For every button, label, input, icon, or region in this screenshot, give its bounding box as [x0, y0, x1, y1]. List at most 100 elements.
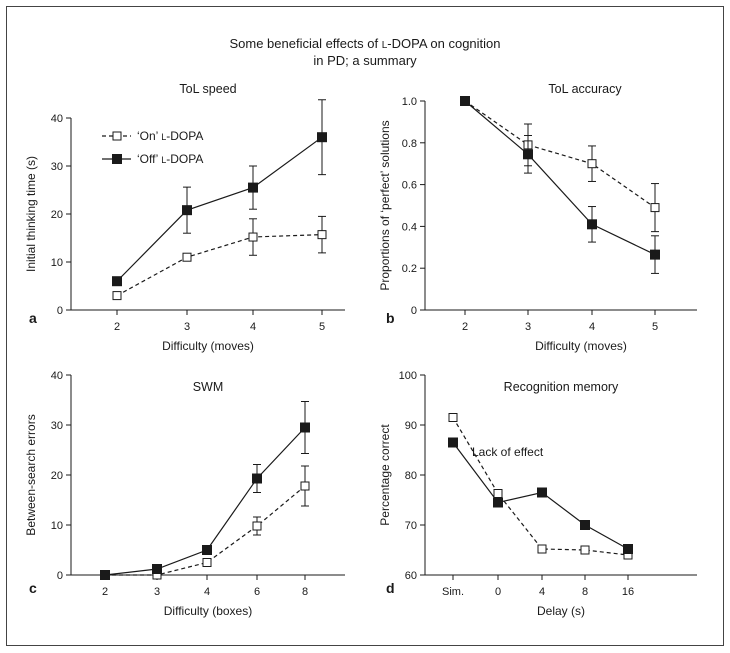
series-off: [100, 401, 310, 580]
panel-b: ToL accuracy 0 0.2 0.4 0.6 0.8 1.0 2 3 4 5 Difficul…: [378, 82, 697, 353]
series-on: [460, 96, 660, 233]
series-on: [100, 465, 310, 580]
series-line: [464, 100, 656, 209]
data-point: [537, 544, 547, 554]
x-tick-label: 4: [250, 321, 256, 333]
data-point: [300, 481, 310, 491]
y-tick-label: 60: [405, 570, 417, 582]
data-point: [300, 422, 310, 433]
x-tick-label: 16: [622, 586, 634, 598]
data-point: [152, 564, 162, 574]
x-tick-label: 2: [462, 321, 468, 333]
y-tick-label: 0: [57, 305, 63, 317]
y-tick-label: 1.0: [402, 96, 417, 108]
x-tick-label: 3: [154, 586, 160, 598]
annotation-text: Lack of effect: [472, 445, 544, 459]
series-off: [112, 99, 327, 287]
panel-letter: c: [29, 580, 37, 596]
y-tick-label: 0: [57, 570, 63, 582]
y-axis-label: Initial thinking time (s): [24, 156, 38, 272]
x-tick-label: 4: [589, 321, 595, 333]
series-off: [448, 437, 633, 554]
data-point: [448, 413, 458, 422]
panel-title: ToL accuracy: [548, 82, 622, 96]
data-point: [112, 291, 122, 301]
legend-marker: [112, 131, 122, 141]
data-point: [317, 230, 327, 240]
data-point: [112, 276, 122, 287]
data-point: [580, 545, 590, 555]
y-tick-label: 100: [399, 370, 417, 382]
y-axis-label: Percentage correct: [378, 424, 392, 526]
y-tick-label: 20: [51, 209, 63, 221]
panel-letter: b: [386, 310, 395, 326]
figure-frame: Some beneficial effects of L-DOPA on cog…: [6, 6, 724, 646]
x-axis-label: Difficulty (moves): [535, 339, 627, 353]
data-point: [448, 437, 458, 448]
panel-a: ToL speed 0 10 20 30 40 2 3 4 5 Difficulty (moves)…: [24, 82, 345, 353]
y-tick-label: 0.8: [402, 138, 417, 150]
y-axis-label: Proportions of ‘perfect’ solutions: [378, 120, 392, 290]
panel-letter: a: [29, 310, 37, 326]
figure-canvas: Some beneficial effects of L-DOPA on cog…: [24, 36, 697, 618]
legend-label: ‘Off’ L-DOPA: [137, 152, 203, 166]
data-point: [623, 544, 633, 554]
data-point: [100, 570, 110, 580]
x-tick-label: 5: [652, 321, 658, 333]
legend-label: ‘On’ L-DOPA: [137, 129, 203, 143]
panel-title: Recognition memory: [504, 380, 619, 394]
data-point: [650, 203, 660, 213]
series-on: [448, 413, 633, 560]
y-tick-label: 40: [51, 113, 63, 125]
data-point: [202, 545, 212, 555]
figure-title-line-1: Some beneficial effects of L-DOPA on cog…: [229, 36, 500, 51]
panel-d: Recognition memory 60 70 80 90 100 Sim. 0 4 8 16 De…: [378, 370, 697, 618]
y-tick-label: 30: [51, 161, 63, 173]
x-tick-label: 3: [525, 321, 531, 333]
y-tick-label: 40: [51, 370, 63, 382]
series-line: [116, 136, 323, 282]
data-point: [493, 489, 503, 498]
series-line: [116, 234, 323, 297]
data-point: [202, 558, 212, 567]
y-tick-label: 0: [411, 305, 417, 317]
data-point: [580, 520, 590, 530]
data-point: [523, 149, 533, 160]
data-point: [587, 159, 597, 169]
data-point: [587, 219, 597, 230]
legend: ‘On’ L-DOPA ‘Off’ L-DOPA: [102, 129, 203, 166]
x-tick-label: 6: [254, 586, 260, 598]
series-line: [452, 417, 629, 556]
x-tick-label: 4: [539, 586, 545, 598]
y-tick-label: 0.6: [402, 180, 417, 192]
data-point: [537, 487, 547, 498]
x-tick-label: 0: [495, 586, 501, 598]
data-point: [460, 96, 470, 106]
x-tick-label: 8: [582, 586, 588, 598]
figure-title-line-2: in PD; a summary: [313, 53, 417, 68]
panel-title: ToL speed: [179, 82, 236, 96]
legend-marker: [112, 154, 122, 164]
data-point: [182, 252, 192, 262]
y-tick-label: 70: [405, 520, 417, 532]
data-point: [182, 205, 192, 216]
data-point: [248, 182, 258, 193]
x-tick-label: Sim.: [442, 586, 464, 598]
y-tick-label: 0.2: [402, 263, 417, 275]
x-tick-label: 2: [102, 586, 108, 598]
x-tick-label: 4: [204, 586, 210, 598]
data-point: [317, 132, 327, 143]
x-tick-label: 3: [184, 321, 190, 333]
series-off: [460, 96, 660, 274]
y-tick-label: 20: [51, 470, 63, 482]
y-tick-label: 30: [51, 420, 63, 432]
data-point: [248, 232, 258, 242]
panel-title: SWM: [193, 380, 224, 394]
y-tick-label: 80: [405, 470, 417, 482]
y-axis-label: Between-search errors: [24, 414, 38, 535]
y-tick-label: 0.4: [402, 221, 417, 233]
x-axis-label: Difficulty (boxes): [164, 604, 252, 618]
series-line: [464, 100, 656, 256]
x-tick-label: 8: [302, 586, 308, 598]
panel-c: SWM 0 10 20 30 40 2 3 4 6 8 Difficulty (boxes) Betwe…: [24, 370, 345, 618]
